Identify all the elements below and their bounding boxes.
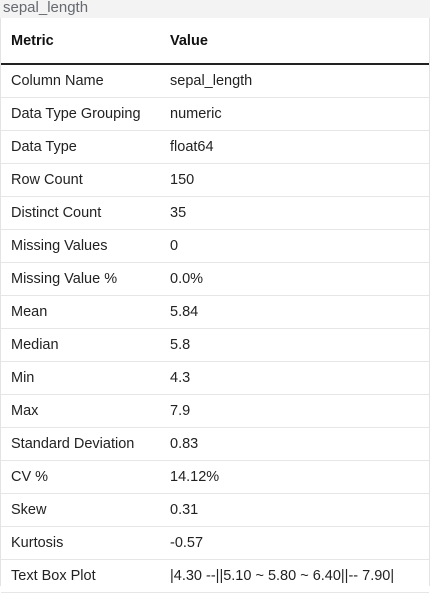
value-cell: |4.30 --||5.10 ~ 5.80 ~ 6.40||-- 7.90| [170, 567, 395, 584]
value-cell: 5.8 [170, 336, 191, 353]
table-row: Text Box Plot |4.30 --||5.10 ~ 5.80 ~ 6.… [1, 559, 429, 592]
metric-cell: Mean [11, 303, 48, 320]
value-cell: numeric [170, 105, 222, 122]
table-row: Standard Deviation 0.83 [1, 427, 429, 460]
metric-cell: Missing Values [11, 237, 108, 254]
metric-cell: CV % [11, 468, 49, 485]
table-title: sepal_length [0, 0, 430, 18]
value-cell: 35 [170, 204, 187, 221]
metric-cell: Skew [11, 501, 47, 518]
value-cell: 0.83 [170, 435, 199, 452]
metric-cell: Data Type [11, 138, 77, 155]
table-row: Missing Value % 0.0% [1, 262, 429, 295]
table-row: Kurtosis -0.57 [1, 526, 429, 559]
metric-cell: Distinct Count [11, 204, 102, 221]
table-row: Data Type Grouping numeric [1, 97, 429, 130]
value-cell: 14.12% [170, 468, 220, 485]
metric-cell: Max [11, 402, 39, 419]
stats-table: Metric Value Column Name sepal_length Da… [1, 18, 429, 593]
table-row: Median 5.8 [1, 328, 429, 361]
table-row: Missing Values 0 [1, 229, 429, 262]
column-header-value: Value [160, 18, 429, 65]
metric-cell: Row Count [11, 171, 83, 188]
table-row: Max 7.9 [1, 394, 429, 427]
metric-cell: Min [11, 369, 35, 386]
value-cell: -0.57 [170, 534, 204, 551]
metric-cell: Median [11, 336, 59, 353]
value-cell: 0.31 [170, 501, 199, 518]
value-cell: float64 [170, 138, 214, 155]
metric-cell: Kurtosis [11, 534, 64, 551]
table-row: Distinct Count 35 [1, 196, 429, 229]
table-row: Min 4.3 [1, 361, 429, 394]
value-cell: 7.9 [170, 402, 191, 419]
stats-table-container: Metric Value Column Name sepal_length Da… [0, 18, 430, 592]
table-row: Column Name sepal_length [1, 64, 429, 97]
column-header-metric: Metric [1, 18, 160, 65]
table-header-row: Metric Value [1, 18, 429, 65]
table-row: Data Type float64 [1, 130, 429, 163]
metric-cell: Text Box Plot [11, 567, 96, 584]
value-cell: 4.3 [170, 369, 191, 386]
table-row: CV % 14.12% [1, 460, 429, 493]
value-cell: 0.0% [170, 270, 204, 287]
value-cell: 150 [170, 171, 195, 188]
value-cell: 5.84 [170, 303, 199, 320]
metric-cell: Column Name [11, 72, 104, 89]
table-row: Row Count 150 [1, 163, 429, 196]
value-cell: 0 [170, 237, 179, 254]
table-row: Mean 5.84 [1, 295, 429, 328]
value-cell: sepal_length [170, 72, 253, 89]
table-row: Skew 0.31 [1, 493, 429, 526]
metric-cell: Missing Value % [11, 270, 118, 287]
metric-cell: Standard Deviation [11, 435, 135, 452]
metric-cell: Data Type Grouping [11, 105, 141, 122]
